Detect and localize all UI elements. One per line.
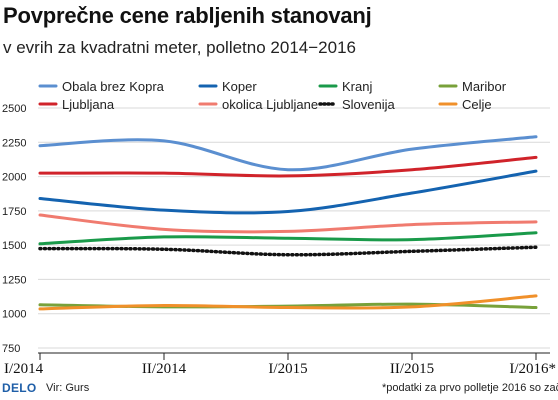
x-tick-label: I/2014 <box>4 361 44 377</box>
y-tick-label: 1500 <box>2 240 26 252</box>
chart-title: Povprečne cene rabljenih stanovanj <box>3 3 372 28</box>
legend-label: Koper <box>222 79 257 94</box>
series-line-ljubljana <box>38 155 538 178</box>
y-tick-label: 1250 <box>2 274 26 286</box>
x-tick-label: I/2016* <box>509 361 556 377</box>
x-tick-label: I/2015 <box>268 361 307 377</box>
series-line-obala-brez-kopra <box>38 135 538 172</box>
y-tick-label: 750 <box>2 343 20 355</box>
series-line-slovenija <box>38 245 538 257</box>
legend-label: Obala brez Kopra <box>62 79 165 94</box>
series-line-okolica-ljubljane <box>38 213 538 234</box>
y-tick-label: 1000 <box>2 309 26 321</box>
y-axis-tick-labels: 750 1000 1250 1500 1750 2000 2250 2500 <box>2 103 26 355</box>
source-note: Vir: Gurs <box>46 382 90 394</box>
legend-label: Kranj <box>342 79 372 94</box>
series-line-koper <box>38 169 538 215</box>
legend-label: Slovenija <box>342 97 396 112</box>
footnote: *podatki za prvo polletje 2016 so začasn… <box>382 382 558 394</box>
series-lines <box>38 135 538 311</box>
y-tick-label: 2500 <box>2 103 26 115</box>
legend-label: Ljubljana <box>62 97 115 112</box>
y-tick-label: 2000 <box>2 172 26 184</box>
series-line-celje <box>38 294 538 311</box>
brand-logo-text: DELO <box>2 381 37 395</box>
y-tick-label: 1750 <box>2 206 26 218</box>
x-tick-label: II/2015 <box>390 361 434 377</box>
legend-label: okolica Ljubljane <box>222 97 318 112</box>
chart-subtitle: v evrih za kvadratni meter, polletno 201… <box>3 38 356 57</box>
y-tick-label: 2250 <box>2 137 26 149</box>
series-line-kranj <box>38 231 538 246</box>
legend: Obala brez Kopra Koper Kranj Maribor Ljublja… <box>38 79 507 112</box>
legend-label: Celje <box>462 97 492 112</box>
x-axis: I/2014 II/2014 I/2015 II/2015 I/2016* <box>4 352 556 377</box>
legend-label: Maribor <box>462 79 507 94</box>
x-tick-label: II/2014 <box>142 361 187 377</box>
